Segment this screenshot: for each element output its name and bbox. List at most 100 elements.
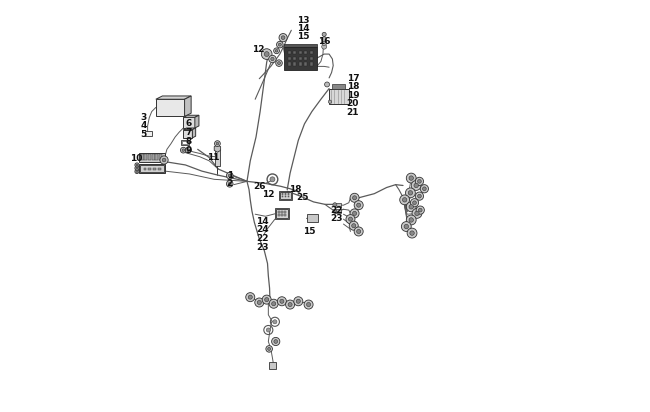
Circle shape: [182, 149, 185, 152]
Text: 15: 15: [298, 32, 310, 41]
Circle shape: [135, 169, 139, 173]
Text: 3: 3: [140, 113, 147, 122]
Bar: [335, 203, 341, 207]
Bar: [299, 51, 302, 54]
Bar: [310, 63, 313, 66]
Bar: [275, 208, 289, 219]
Bar: [140, 154, 144, 160]
Circle shape: [265, 52, 269, 56]
Circle shape: [270, 177, 275, 182]
Text: 22: 22: [256, 234, 269, 243]
Circle shape: [410, 231, 414, 235]
Text: 1: 1: [227, 171, 233, 180]
Circle shape: [422, 187, 426, 191]
Circle shape: [268, 55, 276, 63]
Text: 18: 18: [346, 82, 359, 91]
Circle shape: [216, 142, 218, 145]
Bar: [282, 193, 283, 195]
Bar: [285, 211, 286, 213]
Circle shape: [296, 299, 300, 303]
Circle shape: [187, 149, 190, 152]
Bar: [282, 196, 283, 197]
Circle shape: [357, 203, 361, 207]
Circle shape: [348, 217, 352, 221]
Circle shape: [328, 100, 332, 103]
Bar: [332, 84, 345, 89]
Text: 18: 18: [289, 185, 302, 194]
Bar: [285, 193, 287, 195]
Circle shape: [409, 205, 413, 209]
Circle shape: [226, 172, 233, 179]
Bar: [288, 196, 289, 197]
Bar: [307, 214, 318, 222]
Circle shape: [415, 177, 424, 185]
Text: 24: 24: [256, 225, 269, 234]
Circle shape: [279, 33, 287, 42]
Circle shape: [257, 300, 261, 304]
Bar: [144, 168, 146, 170]
Circle shape: [274, 48, 280, 54]
Circle shape: [354, 227, 363, 236]
Text: 14: 14: [297, 24, 310, 33]
Bar: [304, 51, 307, 54]
Text: 26: 26: [253, 182, 266, 191]
Circle shape: [272, 337, 280, 346]
Bar: [276, 209, 289, 218]
Circle shape: [266, 328, 270, 332]
Bar: [280, 192, 291, 199]
Circle shape: [409, 176, 413, 180]
Polygon shape: [156, 99, 185, 117]
Text: 9: 9: [185, 146, 192, 155]
Text: 12: 12: [262, 190, 274, 199]
Circle shape: [276, 60, 282, 66]
Polygon shape: [214, 145, 220, 152]
Bar: [281, 215, 283, 216]
Circle shape: [415, 211, 419, 215]
Circle shape: [352, 224, 356, 228]
Bar: [288, 51, 291, 54]
Bar: [182, 141, 188, 145]
Bar: [151, 154, 155, 160]
Bar: [304, 63, 307, 66]
Text: 20: 20: [346, 99, 359, 108]
Circle shape: [350, 193, 359, 202]
Bar: [288, 63, 291, 66]
Text: 14: 14: [256, 217, 269, 226]
Circle shape: [406, 173, 416, 183]
Circle shape: [285, 300, 294, 309]
Bar: [278, 211, 280, 213]
Circle shape: [136, 164, 138, 166]
Circle shape: [322, 32, 326, 36]
Bar: [158, 168, 161, 170]
Circle shape: [274, 339, 278, 343]
Circle shape: [354, 201, 363, 210]
Circle shape: [406, 188, 415, 198]
Circle shape: [276, 41, 283, 48]
Circle shape: [181, 147, 186, 153]
Bar: [145, 131, 151, 136]
Bar: [281, 211, 283, 213]
Bar: [279, 191, 292, 200]
Bar: [310, 57, 313, 60]
Circle shape: [228, 174, 231, 177]
Bar: [153, 168, 156, 170]
Bar: [139, 152, 165, 162]
Circle shape: [162, 158, 166, 162]
Circle shape: [266, 346, 272, 352]
Circle shape: [412, 208, 422, 218]
Text: 15: 15: [303, 227, 316, 236]
Circle shape: [419, 208, 422, 212]
Circle shape: [406, 202, 416, 212]
Circle shape: [406, 215, 416, 225]
Circle shape: [246, 293, 255, 302]
Text: 19: 19: [346, 91, 359, 100]
Circle shape: [411, 180, 421, 190]
Bar: [310, 51, 313, 54]
Text: 22: 22: [330, 206, 343, 215]
Bar: [278, 215, 280, 216]
Text: 2: 2: [227, 179, 233, 188]
Circle shape: [269, 299, 278, 308]
Circle shape: [416, 206, 424, 214]
Text: 16: 16: [318, 37, 330, 46]
Circle shape: [409, 218, 413, 222]
